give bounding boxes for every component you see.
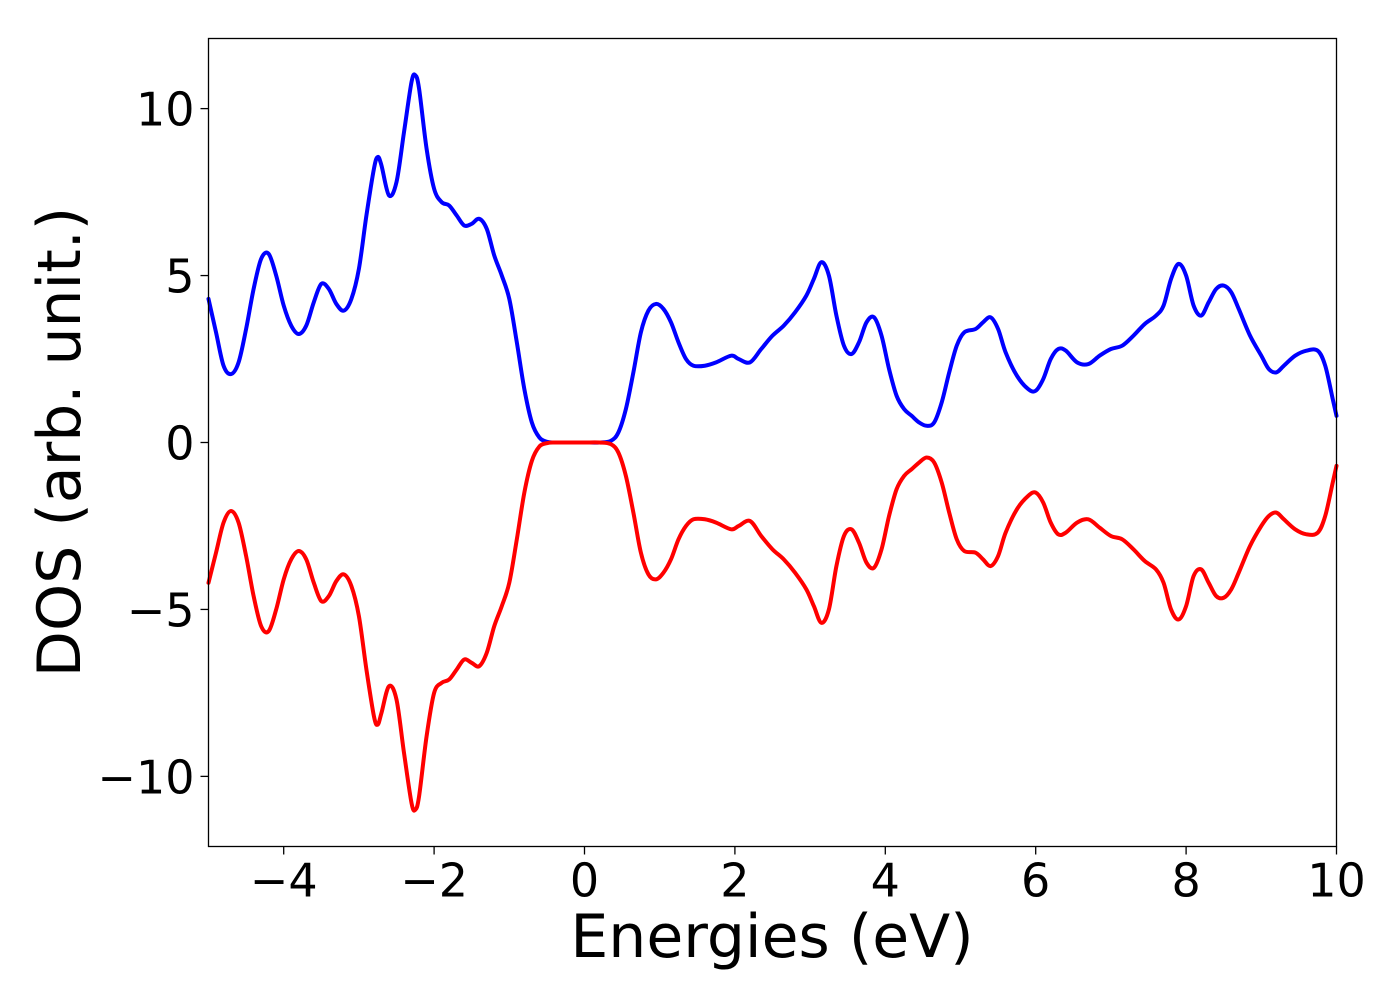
- x-tick-label: 8: [1171, 854, 1200, 908]
- x-tick-label: −4: [250, 854, 318, 908]
- dos-series-line-2: [206, 440, 1339, 813]
- x-axis: −4 −2 0 2 4 6 8 10: [250, 846, 1366, 908]
- series-layer: [206, 72, 1339, 813]
- x-tick-label: 2: [720, 854, 749, 908]
- dos-series-line-1: [206, 72, 1339, 445]
- x-tick-label: 6: [1021, 854, 1050, 908]
- x-tick-label: −2: [400, 854, 468, 908]
- x-axis-label: Energies (eV): [570, 902, 973, 972]
- y-tick-label: 0: [165, 417, 194, 471]
- y-axis: −10 −5 0 5 10: [97, 83, 209, 804]
- y-tick-label: 5: [165, 250, 194, 304]
- x-tick-label: 0: [570, 854, 599, 908]
- y-tick-label: −10: [97, 750, 194, 804]
- x-tick-label: 10: [1307, 854, 1366, 908]
- y-tick-label: 10: [136, 83, 195, 137]
- x-tick-label: 4: [871, 854, 900, 908]
- y-axis-label: DOS (arb. unit.): [25, 207, 95, 677]
- y-tick-label: −5: [127, 583, 195, 637]
